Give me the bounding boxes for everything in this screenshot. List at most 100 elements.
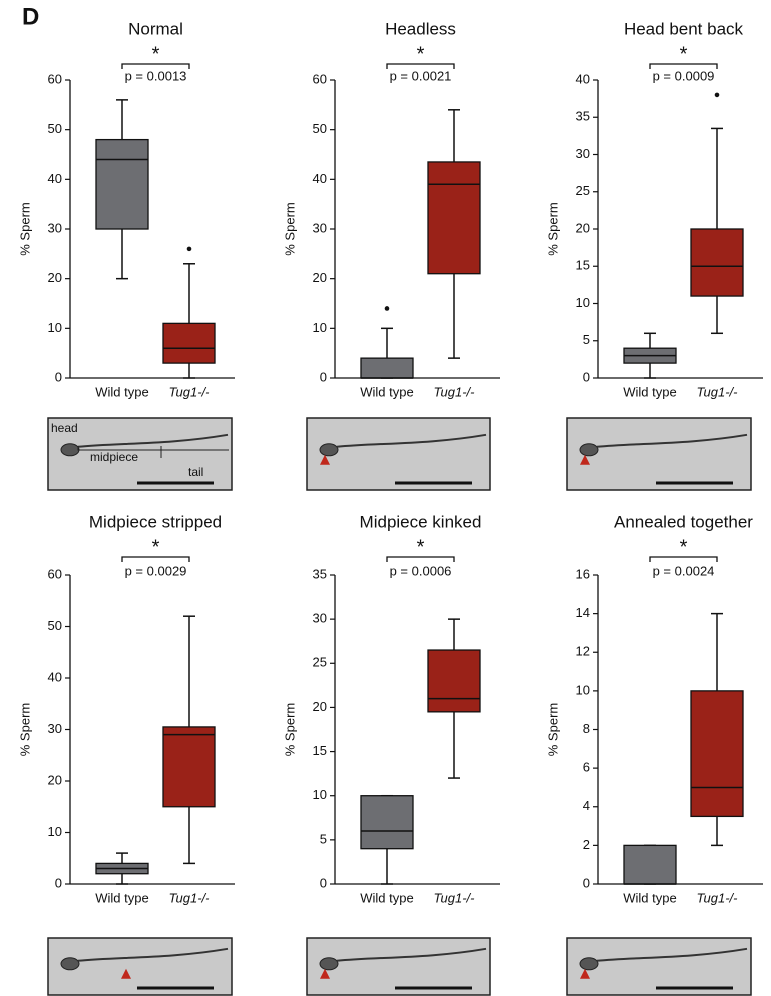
sperm-head: [319, 957, 339, 971]
y-tick-label: 40: [576, 71, 590, 86]
y-tick-label: 10: [48, 824, 62, 839]
box: [162, 726, 216, 808]
red-arrowhead: [580, 968, 590, 979]
image-label: midpiece: [90, 450, 138, 464]
y-tick-label: 6: [583, 760, 590, 775]
y-tick-label: 50: [313, 121, 327, 136]
red-arrowhead: [580, 454, 590, 465]
sperm-tail: [336, 433, 487, 448]
y-tick-label: 30: [48, 721, 62, 736]
y-tick-label: 30: [313, 611, 327, 626]
significance-star: *: [152, 536, 160, 558]
box: [427, 161, 481, 275]
y-axis-label: % Sperm: [17, 703, 32, 756]
y-tick-label: 10: [48, 320, 62, 335]
y-tick-label: 16: [576, 566, 590, 581]
y-tick-label: 20: [576, 220, 590, 235]
y-tick-label: 30: [313, 220, 327, 235]
box: [623, 844, 677, 885]
significance-star: *: [152, 43, 160, 65]
y-tick-label: 5: [320, 831, 327, 846]
image-label: tail: [188, 465, 203, 479]
box: [360, 357, 414, 379]
box: [360, 795, 414, 850]
y-tick-label: 50: [48, 121, 62, 136]
box: [427, 649, 481, 713]
y-tick-label: 0: [55, 369, 62, 384]
y-tick-label: 20: [48, 772, 62, 787]
image-label: head: [51, 421, 78, 435]
x-tick-label: Wild type: [360, 384, 413, 399]
sperm-tail: [77, 433, 229, 448]
y-tick-label: 25: [313, 655, 327, 670]
chart-title: Headless: [385, 19, 456, 38]
chart-title: Midpiece kinked: [360, 512, 482, 531]
y-tick-label: 15: [576, 258, 590, 273]
y-tick-label: 14: [576, 605, 590, 620]
micrograph: [566, 417, 752, 491]
sperm-head: [579, 443, 599, 457]
y-tick-label: 40: [313, 171, 327, 186]
p-value: p = 0.0006: [390, 563, 452, 578]
y-tick-label: 10: [313, 787, 327, 802]
y-tick-label: 60: [313, 71, 327, 86]
y-tick-label: 8: [583, 721, 590, 736]
y-tick-label: 35: [576, 109, 590, 124]
chart-title: Annealed together: [614, 512, 753, 531]
y-tick-label: 30: [48, 220, 62, 235]
chart-title: Normal: [128, 19, 183, 38]
p-value: p = 0.0029: [125, 563, 187, 578]
y-axis-label: % Sperm: [282, 703, 297, 756]
significance-bracket: [649, 63, 718, 69]
significance-bracket: [121, 556, 190, 562]
y-tick-label: 20: [48, 270, 62, 285]
y-tick-label: 5: [583, 332, 590, 347]
x-tick-label: Tug1-/-: [697, 890, 739, 905]
outlier: [714, 92, 720, 98]
x-tick-label: Tug1-/-: [434, 384, 476, 399]
significance-bracket: [386, 63, 455, 69]
significance-star: *: [417, 536, 425, 558]
y-tick-label: 35: [313, 566, 327, 581]
x-tick-label: Tug1-/-: [697, 384, 739, 399]
x-tick-label: Wild type: [360, 890, 413, 905]
sperm-tail: [336, 947, 487, 962]
box: [162, 322, 216, 364]
y-tick-label: 0: [55, 875, 62, 890]
y-tick-label: 0: [320, 369, 327, 384]
red-arrowhead: [121, 968, 131, 979]
x-tick-label: Tug1-/-: [169, 890, 211, 905]
sperm-tail: [596, 947, 748, 962]
micrograph: [306, 417, 491, 491]
box: [95, 138, 149, 230]
sperm-head: [60, 957, 80, 971]
sperm-head: [60, 443, 80, 457]
sperm-tail: [596, 433, 748, 448]
y-tick-label: 25: [576, 183, 590, 198]
x-tick-label: Wild type: [623, 890, 676, 905]
micrograph: [47, 417, 233, 491]
y-tick-label: 40: [48, 669, 62, 684]
sperm-head: [579, 957, 599, 971]
p-value: p = 0.0013: [125, 68, 187, 83]
x-tick-label: Wild type: [95, 384, 148, 399]
chart-title: Midpiece stripped: [89, 512, 222, 531]
significance-bracket: [386, 556, 455, 562]
x-tick-label: Tug1-/-: [434, 890, 476, 905]
y-axis-label: % Sperm: [17, 202, 32, 255]
outlier: [186, 246, 192, 252]
y-tick-label: 60: [48, 566, 62, 581]
y-tick-label: 2: [583, 837, 590, 852]
y-tick-label: 0: [320, 875, 327, 890]
y-tick-label: 20: [313, 270, 327, 285]
significance-bracket: [121, 63, 190, 69]
box: [690, 690, 744, 818]
panel-label: D: [22, 3, 39, 30]
significance-bracket: [649, 556, 718, 562]
significance-star: *: [680, 536, 688, 558]
x-tick-label: Wild type: [623, 384, 676, 399]
chart-title: Head bent back: [624, 19, 744, 38]
y-tick-label: 4: [583, 798, 590, 813]
y-tick-label: 10: [313, 320, 327, 335]
